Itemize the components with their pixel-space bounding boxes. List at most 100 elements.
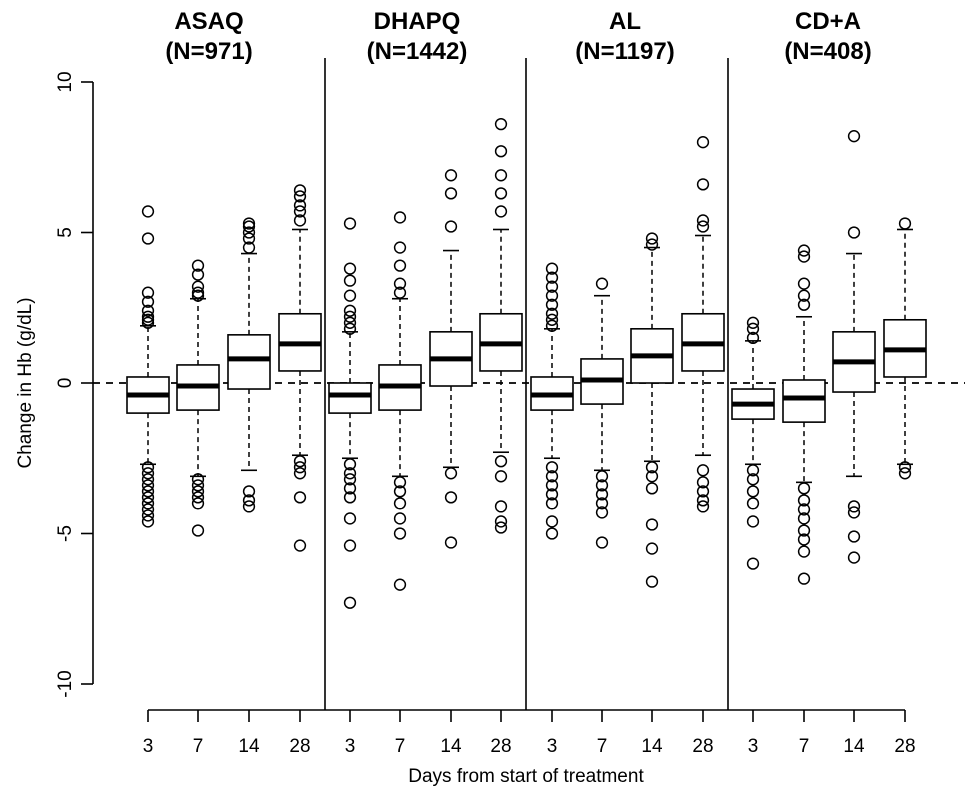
outlier-point xyxy=(545,313,559,326)
outlier-point xyxy=(595,479,609,492)
outlier-point xyxy=(141,310,155,323)
outlier-point xyxy=(797,512,811,525)
outlier-point xyxy=(696,485,710,498)
outlier-point xyxy=(191,479,205,492)
outlier-point xyxy=(393,277,407,290)
outlier-point xyxy=(141,304,155,317)
outlier-point xyxy=(141,205,155,218)
outlier-point xyxy=(393,527,407,540)
outlier-point xyxy=(746,485,760,498)
outlier-point xyxy=(141,295,155,308)
outlier-point xyxy=(343,473,357,486)
panel-title-cda: CD+A xyxy=(795,8,861,35)
box-al-day-28 xyxy=(681,136,725,513)
outlier-point xyxy=(242,217,256,230)
box-iqr xyxy=(328,382,372,414)
box-al-day-3 xyxy=(530,262,574,540)
x-tick-label: 14 xyxy=(641,736,663,757)
outlier-point xyxy=(393,485,407,498)
outlier-point xyxy=(141,316,155,329)
x-tick-label: 28 xyxy=(490,736,511,757)
outlier-point xyxy=(191,473,205,486)
axes: -10 -5 0 5 10 3 7 14 28 3 7 14 28 3 7 14 28 3 7 14 28 xyxy=(55,58,965,757)
box-cda-day-3 xyxy=(731,316,775,570)
outlier-point xyxy=(797,289,811,302)
outlier-point xyxy=(343,458,357,471)
outlier-point xyxy=(141,485,155,498)
outlier-point xyxy=(545,262,559,275)
outlier-point xyxy=(797,277,811,290)
outlier-point xyxy=(797,572,811,585)
outlier-point xyxy=(393,497,407,510)
outlier-point xyxy=(645,482,659,495)
outlier-point xyxy=(645,470,659,483)
outlier-point xyxy=(242,241,256,254)
outlier-point xyxy=(746,464,760,477)
outlier-point xyxy=(343,289,357,302)
outlier-point xyxy=(847,530,861,543)
outlier-point xyxy=(141,509,155,522)
outlier-point xyxy=(141,491,155,504)
outlier-point xyxy=(293,190,307,203)
outlier-point xyxy=(797,533,811,546)
outlier-point xyxy=(797,482,811,495)
outlier-point xyxy=(746,473,760,486)
outlier-point xyxy=(393,241,407,254)
outlier-point xyxy=(545,271,559,284)
box-cda-day-14 xyxy=(832,130,876,564)
box-al-day-14 xyxy=(630,232,674,588)
outlier-point xyxy=(393,512,407,525)
outlier-point xyxy=(494,500,508,513)
outlier-point xyxy=(141,503,155,516)
outlier-point xyxy=(494,187,508,200)
outlier-point xyxy=(293,214,307,227)
outlier-point xyxy=(545,527,559,540)
outlier-point xyxy=(797,524,811,537)
boxes xyxy=(126,117,927,609)
outlier-point xyxy=(141,467,155,480)
outlier-point xyxy=(191,524,205,537)
outlier-point xyxy=(494,205,508,218)
outlier-point xyxy=(645,238,659,251)
outlier-point xyxy=(797,298,811,311)
outlier-point xyxy=(141,473,155,486)
outlier-point xyxy=(191,268,205,281)
outlier-point xyxy=(645,461,659,474)
box-asaq-day-3 xyxy=(126,205,170,528)
outlier-point xyxy=(141,313,155,326)
outlier-point xyxy=(494,521,508,534)
outlier-point xyxy=(696,220,710,233)
outlier-point xyxy=(141,497,155,510)
outlier-point xyxy=(444,220,458,233)
outlier-point xyxy=(595,277,609,290)
outlier-point xyxy=(797,494,811,507)
panel-title-dhapq: DHAPQ xyxy=(374,8,461,35)
outlier-point xyxy=(746,515,760,528)
outlier-point xyxy=(242,226,256,239)
outlier-point xyxy=(696,476,710,489)
outlier-point xyxy=(293,205,307,218)
outlier-point xyxy=(696,494,710,507)
outlier-point xyxy=(191,286,205,299)
outlier-point xyxy=(444,491,458,504)
box-dhapq-day-7 xyxy=(378,211,422,591)
panel-n-asaq: (N=971) xyxy=(165,38,252,65)
outlier-point xyxy=(645,232,659,245)
box-al-day-7 xyxy=(580,277,624,549)
outlier-point xyxy=(898,461,912,474)
outlier-point xyxy=(494,470,508,483)
outlier-point xyxy=(746,331,760,345)
box-dhapq-day-3 xyxy=(328,217,372,609)
outlier-point xyxy=(746,557,760,570)
outlier-point xyxy=(696,464,710,477)
outlier-point xyxy=(242,494,256,507)
panel-title-al: AL xyxy=(609,8,641,35)
outlier-point xyxy=(343,310,357,323)
outlier-point xyxy=(141,515,155,528)
outlier-point xyxy=(343,491,357,504)
outlier-point xyxy=(494,145,508,158)
outlier-point xyxy=(494,117,508,131)
outlier-point xyxy=(343,512,357,525)
outlier-point xyxy=(343,467,357,480)
